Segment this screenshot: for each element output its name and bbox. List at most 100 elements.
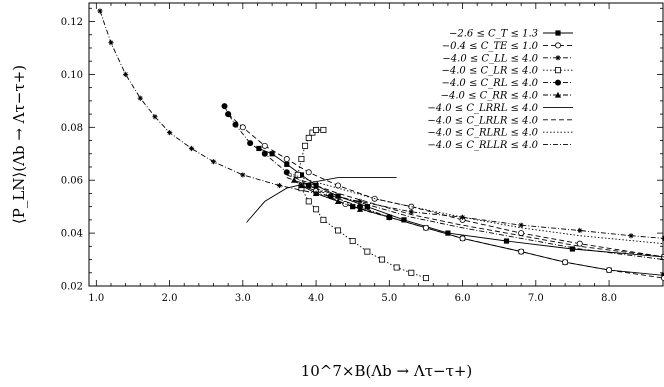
data-point [628,233,634,239]
data-point [137,95,143,101]
data-point [261,150,268,157]
data-point [356,206,364,212]
data-point [232,121,239,128]
data-point [305,169,312,176]
data-point [221,103,228,110]
data-point [298,182,305,189]
data-point [312,190,320,197]
legend-marker [555,79,561,86]
data-point [313,126,320,133]
y-tick-label: 0.04 [61,229,83,240]
series-line [301,187,427,279]
data-point [240,172,246,178]
y-axis: 0.02 0.04 0.06 0.08 0.10 0.12 [61,7,663,293]
data-point [422,224,429,231]
data-point [320,216,327,223]
data-point [305,134,312,141]
x-tick-label: 1.0 [88,293,104,304]
y-axis-title: ⟨P_LN⟩(Λb → Λτ−τ+) [10,65,28,224]
legend-label: −4.0 ≤ C_LL ≤ 4.0 [442,53,538,64]
data-point [445,230,451,236]
legend-label: −4.0 ≤ C_RL ≤ 4.0 [442,78,539,89]
y-tick-label: 0.08 [61,123,83,134]
series-8 [286,171,664,245]
data-point [576,240,583,247]
legend-label: −0.4 ≤ C_TE ≤ 1.0 [442,41,539,52]
data-point [261,142,268,149]
data-point [335,227,342,234]
data-point [606,267,613,274]
data-point [298,156,305,163]
data-point [334,198,342,204]
series-line [286,174,664,258]
data-point [152,114,158,120]
legend-marker [555,42,562,49]
y-tick-label: 0.02 [61,282,83,293]
series-2 [97,8,664,241]
series-7 [286,174,664,258]
data-point [320,126,327,133]
data-point [459,235,466,242]
data-point [327,193,334,200]
series-line [286,171,664,245]
data-point [422,275,429,282]
data-point [364,248,371,255]
data-point [108,40,114,46]
data-point [97,8,103,14]
data-point [408,269,415,276]
data-point [284,161,290,167]
plot-area [97,8,664,282]
legend-label: −4.0 ≤ C_RLLR ≤ 4.0 [427,140,538,151]
data-point [518,248,525,255]
legend-marker [555,67,562,74]
data-point [313,182,319,189]
x-tick-label: 4.0 [308,293,324,304]
data-point [302,142,309,149]
x-axis: 1.0 2.0 3.0 4.0 5.0 6.0 7.0 8.0 [88,3,617,304]
x-tick-label: 6.0 [455,293,471,304]
legend-label: −4.0 ≤ C_LRLR ≤ 4.0 [427,115,538,126]
series-9 [286,177,664,261]
data-point [256,145,262,152]
data-point [225,111,232,118]
x-tick-label: 8.0 [601,293,617,304]
series-line [224,105,390,218]
data-point [562,259,569,266]
legend-label: −4.0 ≤ C_LR ≤ 4.0 [442,66,539,77]
data-point [283,156,290,163]
legend-marker [555,55,561,61]
x-tick-label: 5.0 [381,293,397,304]
series-line [227,113,664,258]
legend-label: −4.0 ≤ C_RLRL ≤ 4.0 [427,128,538,139]
x-tick-label: 7.0 [528,293,544,304]
legend-marker [554,91,562,98]
plot-frame [88,2,664,287]
data-point [386,214,393,220]
data-point [123,71,129,78]
data-point [269,151,275,157]
series-line [246,177,397,223]
data-point [518,222,524,228]
data-point [283,169,290,176]
x-tick-label: 3.0 [235,293,251,304]
series-line [286,177,664,261]
data-point [569,246,576,252]
data-point [503,238,510,244]
data-point [408,203,415,210]
data-point [298,172,305,178]
data-point [313,206,320,213]
data-point [342,201,349,208]
series-6 [246,177,397,223]
series-3 [294,126,429,282]
data-point [577,227,583,234]
x-tick-label: 2.0 [162,293,178,304]
data-point [459,214,466,220]
data-point [305,198,312,205]
y-tick-label: 0.10 [61,70,83,81]
data-point [357,198,363,204]
data-point [393,264,400,271]
legend: −2.6 ≤ C_T ≤ 1.3−0.4 ≤ C_TE ≤ 1.0−4.0 ≤ … [427,29,573,151]
data-point [408,209,414,215]
legend-label: −4.0 ≤ C_LRRL ≤ 4.0 [427,103,538,114]
